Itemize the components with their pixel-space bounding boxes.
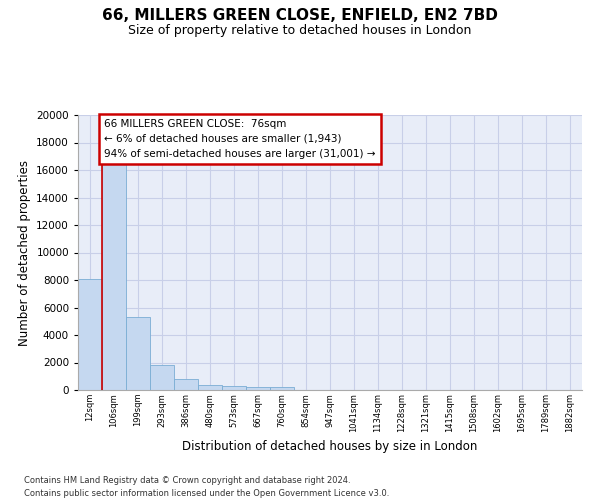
Y-axis label: Number of detached properties: Number of detached properties [17,160,31,346]
Bar [270,387,294,390]
Text: Contains HM Land Registry data © Crown copyright and database right 2024.
Contai: Contains HM Land Registry data © Crown c… [24,476,389,498]
Text: 66 MILLERS GREEN CLOSE:  76sqm
← 6% of detached houses are smaller (1,943)
94% o: 66 MILLERS GREEN CLOSE: 76sqm ← 6% of de… [104,119,376,158]
Bar [174,379,198,390]
Bar [222,386,246,390]
X-axis label: Distribution of detached houses by size in London: Distribution of detached houses by size … [182,440,478,453]
Bar [150,365,174,390]
Bar [246,387,270,390]
Bar [78,278,102,390]
Text: Size of property relative to detached houses in London: Size of property relative to detached ho… [128,24,472,37]
Bar [102,163,126,390]
Bar [126,317,150,390]
Text: 66, MILLERS GREEN CLOSE, ENFIELD, EN2 7BD: 66, MILLERS GREEN CLOSE, ENFIELD, EN2 7B… [102,8,498,22]
Bar [198,385,222,390]
